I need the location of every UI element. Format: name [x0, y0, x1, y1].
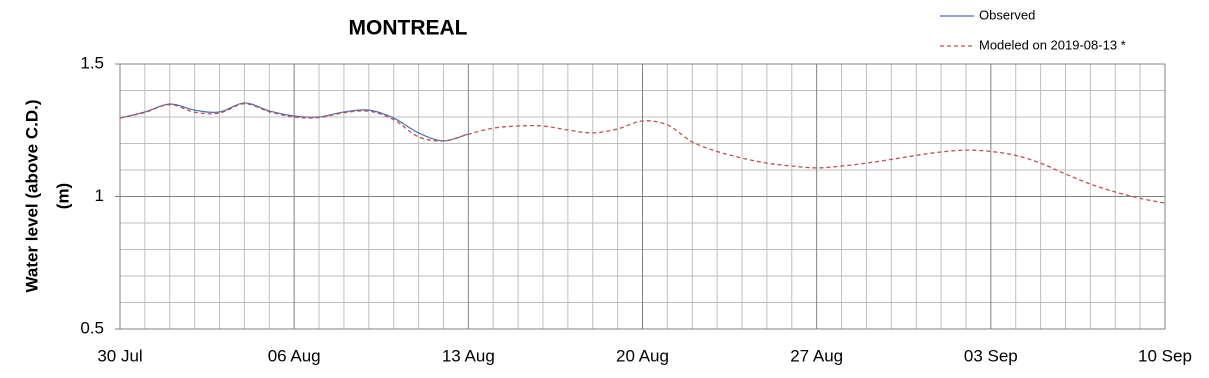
y-tick-label: 1.5	[80, 53, 104, 72]
y-tick-label: 1	[95, 186, 104, 205]
x-tick-label: 30 Jul	[97, 346, 142, 365]
x-tick-label: 13 Aug	[442, 346, 495, 365]
x-tick-label: 20 Aug	[616, 346, 669, 365]
data-line	[119, 102, 469, 142]
legend-label: Observed	[979, 7, 1035, 22]
legend-label: Modeled on 2019-08-13 *	[979, 37, 1126, 52]
data-line	[119, 103, 1166, 204]
x-tick-label: 27 Aug	[790, 346, 843, 365]
y-axis-label: (m)	[53, 183, 72, 209]
x-tick-label: 06 Aug	[268, 346, 321, 365]
y-tick-label: 0.5	[80, 318, 104, 337]
x-tick-label: 03 Sep	[964, 346, 1018, 365]
x-tick-label: 10 Sep	[1138, 346, 1192, 365]
y-axis-label: Water level (above C.D.)	[22, 99, 41, 292]
chart-title: MONTREAL	[349, 17, 468, 40]
